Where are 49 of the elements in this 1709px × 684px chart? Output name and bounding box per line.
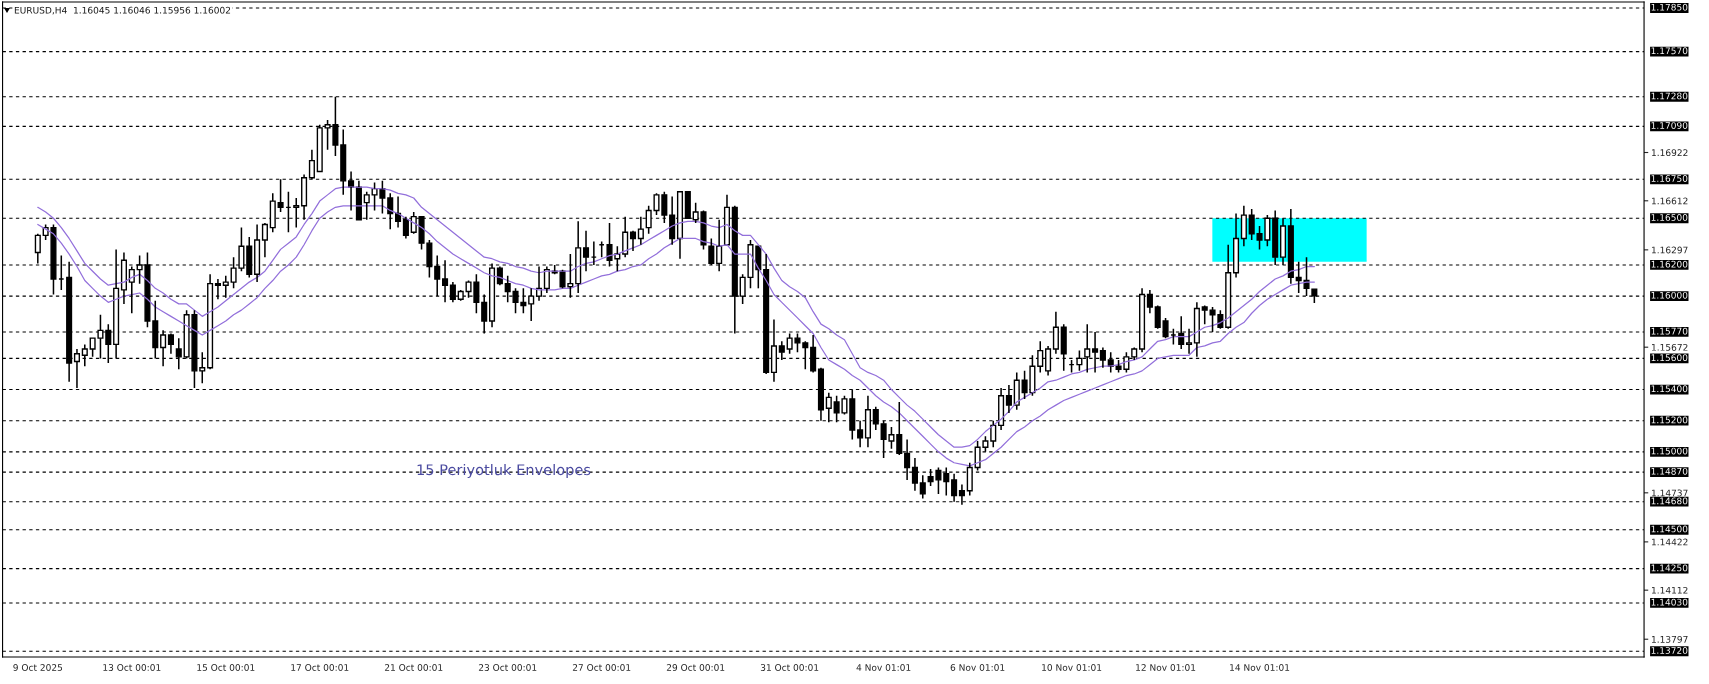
y-tick-label: 1.16612: [1651, 197, 1688, 205]
y-tick-label: 1.13797: [1651, 635, 1688, 643]
ref-line-label: 1.17090: [1651, 122, 1688, 129]
ref-line-label: 1.15200: [1651, 416, 1688, 424]
y-tick-label: 1.15672: [1651, 343, 1688, 351]
x-tick-label: 12 Nov 01:01: [1136, 664, 1196, 671]
candlestick: [481, 293, 488, 335]
candlestick: [919, 474, 926, 500]
ref-line-label: 1.17570: [1651, 47, 1688, 55]
ref-line-label: 1.14680: [1651, 497, 1688, 505]
x-tick-label: 6 Nov 01:01: [950, 664, 1005, 671]
ref-line-label: 1.16200: [1651, 260, 1688, 268]
ref-line-label: 1.16500: [1651, 214, 1688, 221]
ref-line-label: 1.15600: [1651, 354, 1688, 362]
ref-line-label: 1.14500: [1651, 525, 1688, 533]
x-tick-label: 9 Oct 2025: [13, 664, 63, 671]
x-tick-label: 17 Oct 00:01: [291, 664, 349, 671]
candlestick: [857, 419, 864, 448]
candlestick: [261, 222, 268, 258]
ref-line-label: 1.17850: [1651, 3, 1688, 11]
y-tick-label: 1.14422: [1651, 538, 1688, 546]
x-tick-label: 27 Oct 00:01: [572, 664, 631, 671]
ref-line-label: 1.14870: [1651, 467, 1688, 475]
ref-line-label: 1.16000: [1651, 291, 1688, 299]
x-tick-label: 31 Oct 00:01: [760, 664, 819, 671]
ref-line-label: 1.17280: [1651, 92, 1688, 100]
y-tick-label: 1.14737: [1651, 489, 1688, 497]
ref-line-label: 1.16750: [1651, 175, 1688, 182]
candlestick: [629, 229, 637, 252]
chart-title: EURUSD,H4 1.16045 1.16046 1.15956 1.16002: [14, 6, 231, 15]
x-tick-label: 13 Oct 00:01: [103, 664, 161, 671]
x-tick-label: 29 Oct 00:01: [666, 664, 725, 671]
ref-line-label: 1.13720: [1651, 647, 1688, 654]
y-tick-label: 1.14112: [1651, 586, 1688, 594]
ref-line-label: 1.14250: [1651, 564, 1688, 572]
candlestick: [402, 215, 409, 240]
annotation: 15 Periyotluk Envelopes: [417, 463, 591, 479]
x-tick-label: 15 Oct 00:01: [197, 664, 255, 671]
ref-line-label: 1.15770: [1651, 327, 1688, 335]
x-tick-label: 4 Nov 01:01: [856, 664, 911, 671]
x-tick-label: 21 Oct 00:01: [384, 664, 443, 671]
x-tick-label: 14 Nov 01:01: [1230, 664, 1290, 671]
ref-line-label: 1.15400: [1651, 385, 1688, 393]
ref-line-label: 1.15000: [1651, 447, 1688, 455]
x-tick-label: 10 Nov 01:01: [1042, 664, 1102, 671]
x-tick-label: 23 Oct 00:01: [478, 664, 537, 671]
y-tick-label: 1.16922: [1651, 149, 1688, 157]
ref-line-label: 1.14030: [1651, 598, 1688, 606]
y-tick-label: 1.16297: [1651, 246, 1688, 254]
